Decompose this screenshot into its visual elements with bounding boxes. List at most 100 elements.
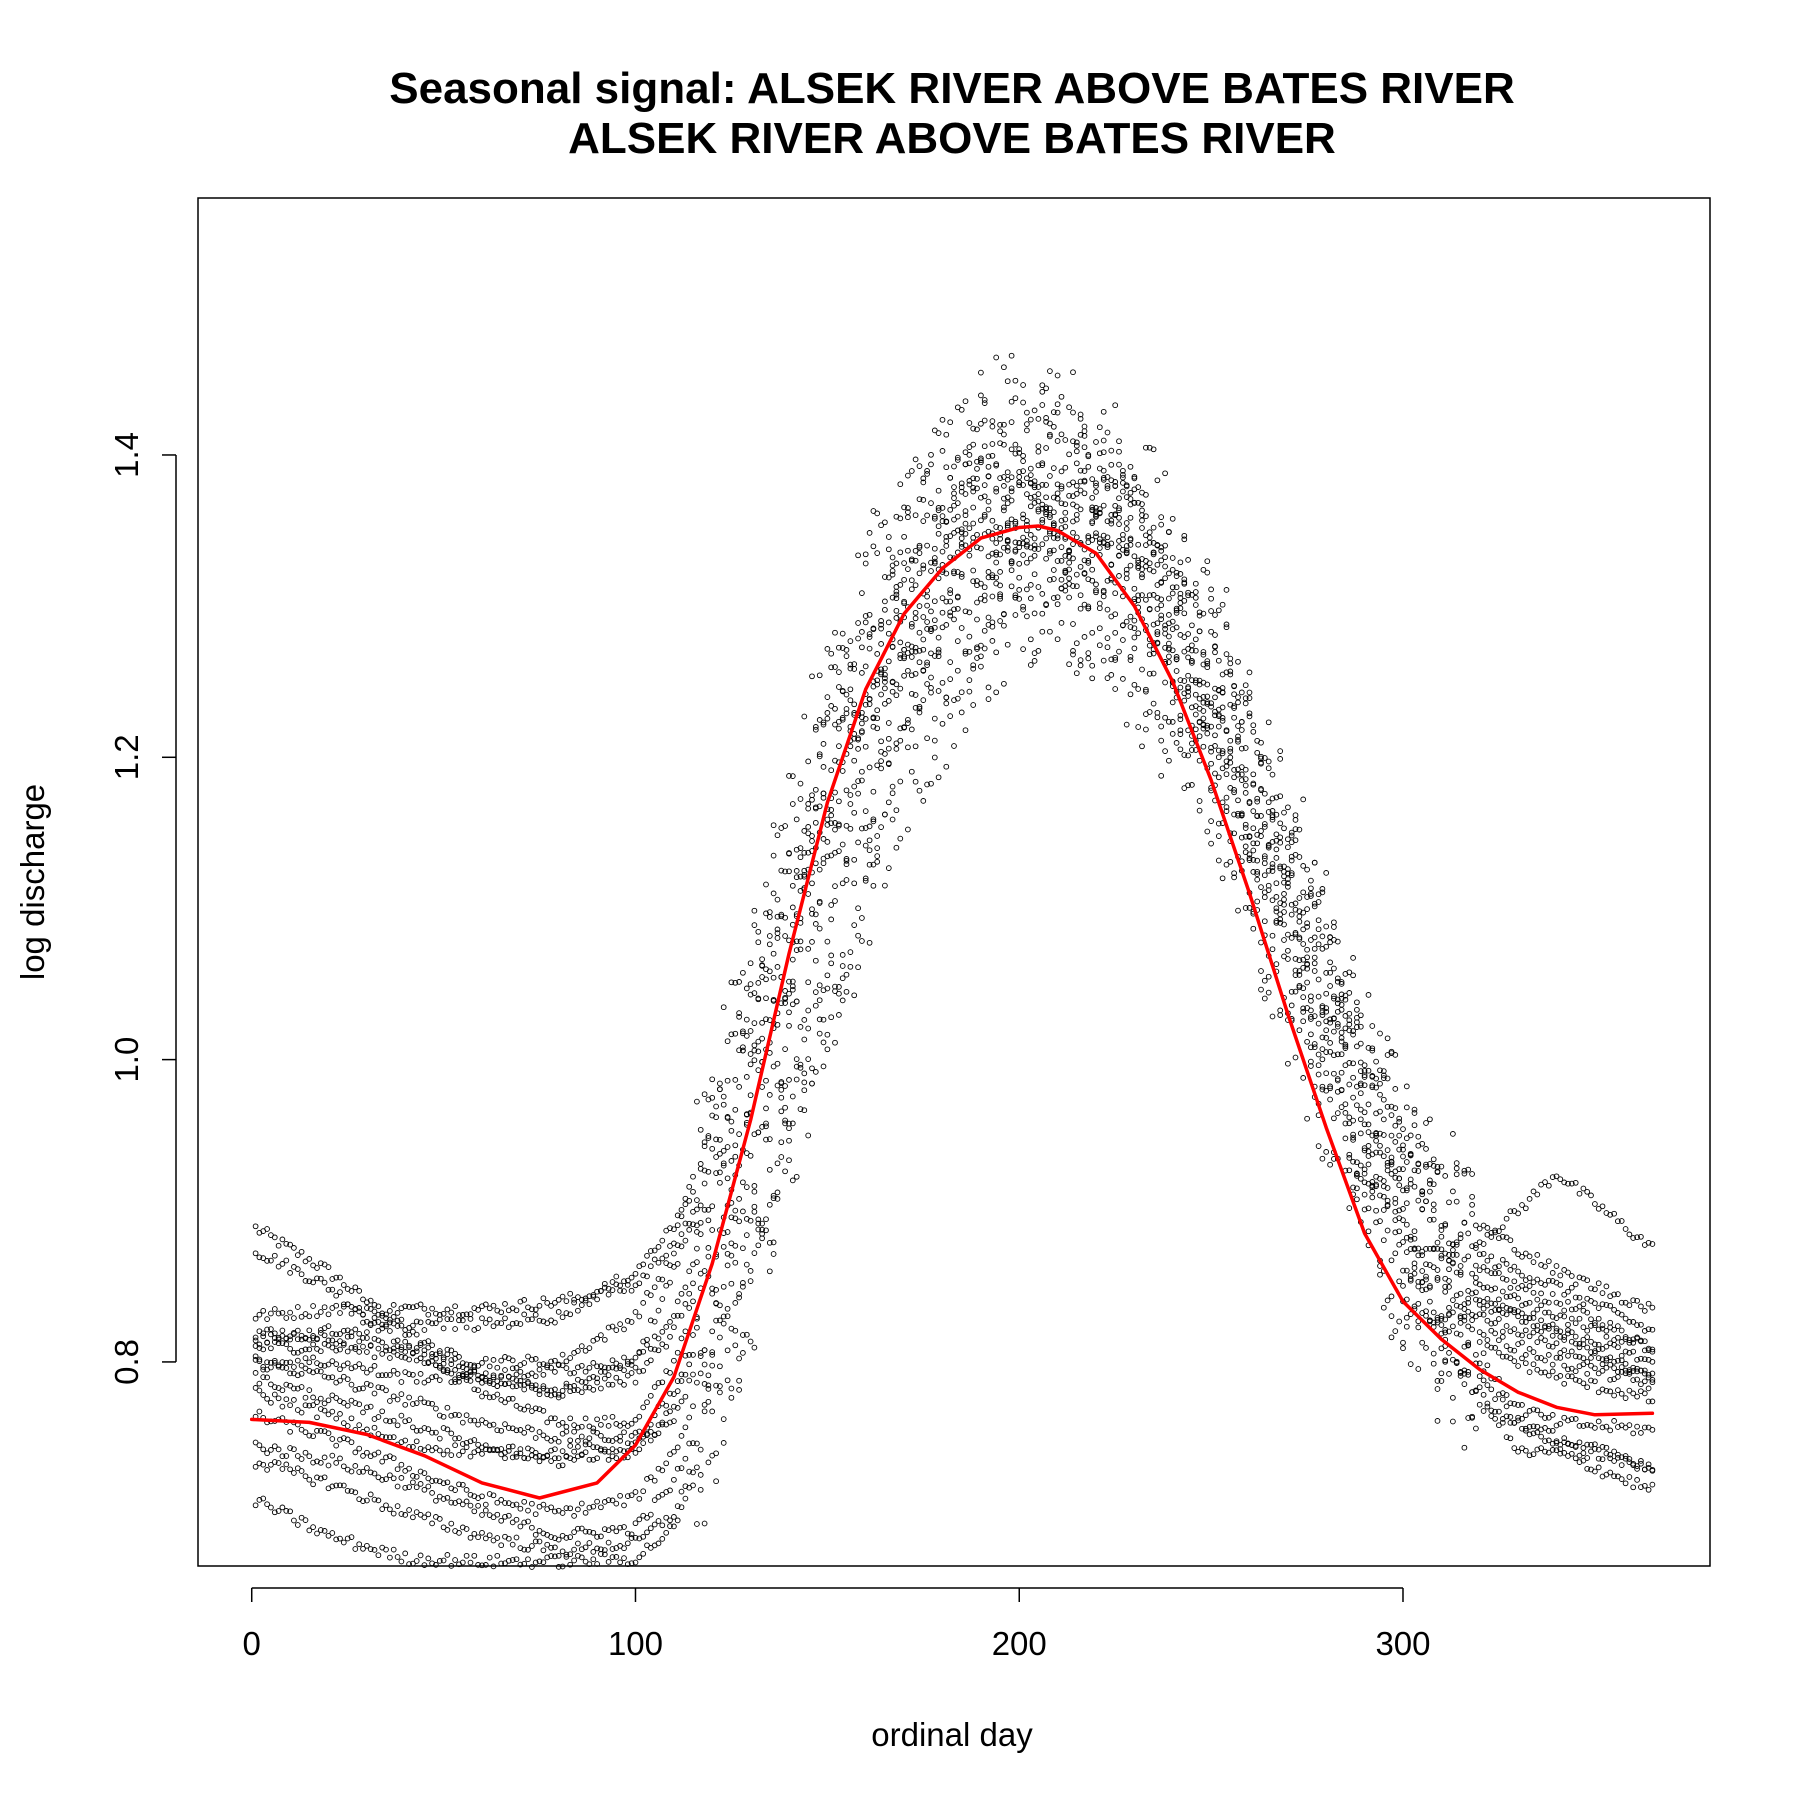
data-point	[390, 1314, 397, 1320]
data-point	[847, 792, 854, 798]
data-point	[1261, 755, 1268, 761]
data-point	[736, 1010, 742, 1016]
data-point	[816, 866, 823, 873]
data-point	[1499, 1416, 1506, 1422]
data-point	[486, 1394, 493, 1401]
data-point	[486, 1554, 493, 1561]
data-point	[1634, 1477, 1640, 1483]
data-point	[317, 1475, 324, 1482]
data-point	[667, 1390, 673, 1397]
data-point	[383, 1417, 389, 1424]
data-point	[801, 849, 808, 856]
data-point	[981, 597, 988, 604]
data-point	[690, 1403, 696, 1410]
data-point	[740, 1030, 746, 1037]
data-point	[509, 1357, 516, 1364]
data-point	[1595, 1315, 1602, 1322]
data-point	[740, 1179, 746, 1186]
data-point	[1365, 1129, 1372, 1135]
data-point	[1008, 352, 1015, 359]
data-point	[1189, 677, 1195, 683]
data-point	[1361, 1147, 1368, 1154]
data-point	[317, 1362, 324, 1369]
data-point	[1231, 683, 1237, 690]
data-point	[1450, 1131, 1456, 1137]
data-point	[743, 985, 750, 992]
data-point	[364, 1335, 370, 1341]
data-point	[878, 641, 884, 647]
data-point	[617, 1433, 623, 1440]
data-point	[1012, 594, 1019, 601]
data-point	[1277, 920, 1284, 926]
data-point	[1469, 1290, 1475, 1297]
data-point	[563, 1423, 570, 1430]
data-point	[291, 1329, 297, 1336]
data-point	[678, 1433, 685, 1439]
data-point	[586, 1301, 593, 1308]
data-point	[1162, 554, 1168, 561]
data-point	[1169, 731, 1176, 737]
data-point	[770, 822, 777, 829]
data-point	[943, 700, 950, 707]
data-point	[1120, 474, 1126, 481]
data-point	[1603, 1327, 1610, 1334]
data-point	[609, 1357, 616, 1364]
data-point	[1423, 1120, 1429, 1126]
data-point	[360, 1409, 366, 1416]
data-point	[552, 1446, 558, 1453]
data-point	[954, 454, 961, 461]
data-point	[1296, 936, 1303, 942]
data-point	[1438, 1233, 1445, 1240]
data-point	[294, 1266, 301, 1272]
data-point	[1039, 628, 1046, 635]
data-point	[555, 1362, 562, 1368]
data-point	[717, 1080, 723, 1087]
data-point	[1081, 571, 1088, 577]
data-point	[1269, 808, 1276, 814]
data-point	[647, 1392, 654, 1399]
data-point	[1522, 1360, 1529, 1367]
data-point	[1054, 535, 1061, 542]
data-point	[847, 686, 854, 693]
data-point	[1219, 717, 1226, 724]
data-point	[621, 1367, 627, 1374]
data-point	[866, 861, 873, 868]
data-point	[1085, 650, 1092, 656]
data-point	[920, 646, 927, 653]
data-point	[1553, 1325, 1560, 1332]
data-point	[1196, 807, 1203, 814]
data-point	[621, 1278, 627, 1285]
data-point	[924, 626, 930, 632]
data-point	[425, 1311, 432, 1318]
data-point	[981, 417, 988, 424]
data-point	[1081, 490, 1088, 497]
data-point	[563, 1298, 570, 1304]
data-point	[1584, 1277, 1591, 1284]
data-point	[1618, 1299, 1625, 1306]
data-point	[1058, 468, 1065, 475]
data-point	[978, 663, 984, 670]
data-point	[1384, 1147, 1391, 1153]
data-point	[1104, 635, 1111, 641]
data-point	[1104, 544, 1111, 551]
data-point	[317, 1395, 324, 1402]
data-point	[529, 1356, 535, 1363]
data-point	[1365, 992, 1372, 998]
data-point	[1488, 1413, 1495, 1419]
data-point	[1327, 934, 1333, 940]
data-point	[440, 1480, 447, 1487]
data-point	[1557, 1333, 1564, 1340]
data-point	[989, 572, 996, 578]
data-point	[482, 1507, 489, 1514]
data-point	[1200, 651, 1207, 658]
data-point	[697, 1472, 704, 1478]
data-point	[1492, 1285, 1498, 1292]
data-point	[1004, 641, 1011, 648]
data-point	[1231, 874, 1237, 881]
data-point	[855, 964, 861, 971]
data-point	[862, 613, 869, 619]
data-point	[329, 1276, 336, 1282]
data-point	[1062, 516, 1069, 523]
data-point	[1112, 511, 1119, 518]
data-point	[490, 1514, 497, 1521]
